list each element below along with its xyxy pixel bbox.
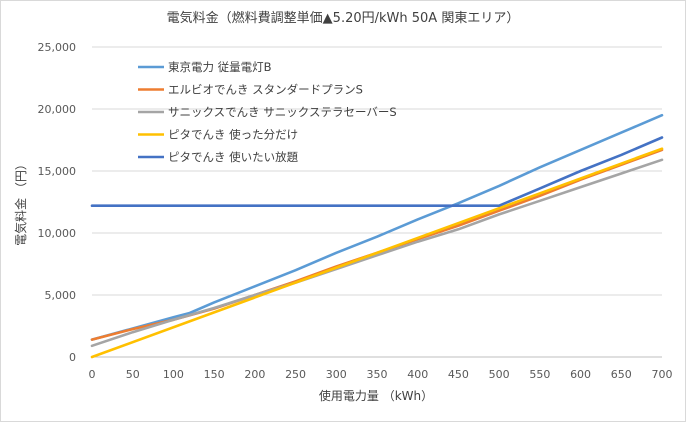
x-tick-label: 550 bbox=[529, 368, 550, 381]
y-tick-label: 20,000 bbox=[38, 103, 77, 116]
legend-label-4: ピタでんき 使った分だけ bbox=[168, 128, 298, 142]
y-tick-label: 5,000 bbox=[45, 289, 77, 302]
x-tick-label: 600 bbox=[570, 368, 591, 381]
legend-label-1: 東京電力 従量電灯B bbox=[168, 60, 272, 74]
x-axis-ticks: 0 50 100 150 200 250 300 350 400 450 500 550 600 650 7… bbox=[89, 368, 673, 381]
gridlines bbox=[92, 46, 662, 358]
chart-title: 電気料金（燃料費調整単価▲5.20円/kWh 50A 関東エリア） bbox=[167, 10, 520, 26]
x-tick-label: 250 bbox=[285, 368, 306, 381]
x-tick-label: 650 bbox=[611, 368, 632, 381]
x-tick-label: 300 bbox=[326, 368, 347, 381]
series-line-3 bbox=[90, 158, 664, 348]
x-tick-label: 400 bbox=[407, 368, 428, 381]
legend-label-5: ピタでんき 使いたい放題 bbox=[168, 150, 299, 164]
legend: 東京電力 従量電灯B エルビオでんき スタンダードプランS サニックスでんき サニッ… bbox=[138, 60, 397, 164]
x-tick-label: 450 bbox=[448, 368, 469, 381]
y-axis-ticks: 0 5,000 10,000 15,000 20,000 25,000 bbox=[38, 41, 77, 364]
series-line-1 bbox=[90, 113, 664, 341]
x-tick-label: 500 bbox=[489, 368, 510, 381]
series-lines bbox=[90, 113, 664, 359]
x-tick-label: 150 bbox=[204, 368, 225, 381]
x-tick-label: 200 bbox=[244, 368, 265, 381]
legend-label-3: サニックスでんき サニックステラセーバーS bbox=[168, 105, 397, 119]
y-tick-label: 25,000 bbox=[38, 41, 77, 54]
x-tick-label: 700 bbox=[652, 368, 673, 381]
x-tick-label: 0 bbox=[89, 368, 96, 381]
series-line-4 bbox=[90, 147, 664, 359]
y-tick-label: 15,000 bbox=[38, 165, 77, 178]
y-tick-label: 10,000 bbox=[38, 227, 77, 240]
x-tick-label: 100 bbox=[163, 368, 184, 381]
legend-label-2: エルビオでんき スタンダードプランS bbox=[168, 83, 363, 97]
y-axis-title: 電気料金 （円） bbox=[13, 158, 28, 246]
y-tick-label: 0 bbox=[69, 351, 76, 364]
x-axis-title: 使用電力量 （kWh） bbox=[319, 388, 433, 403]
series-line-5 bbox=[90, 136, 664, 207]
x-tick-label: 350 bbox=[367, 368, 388, 381]
x-tick-label: 50 bbox=[126, 368, 140, 381]
